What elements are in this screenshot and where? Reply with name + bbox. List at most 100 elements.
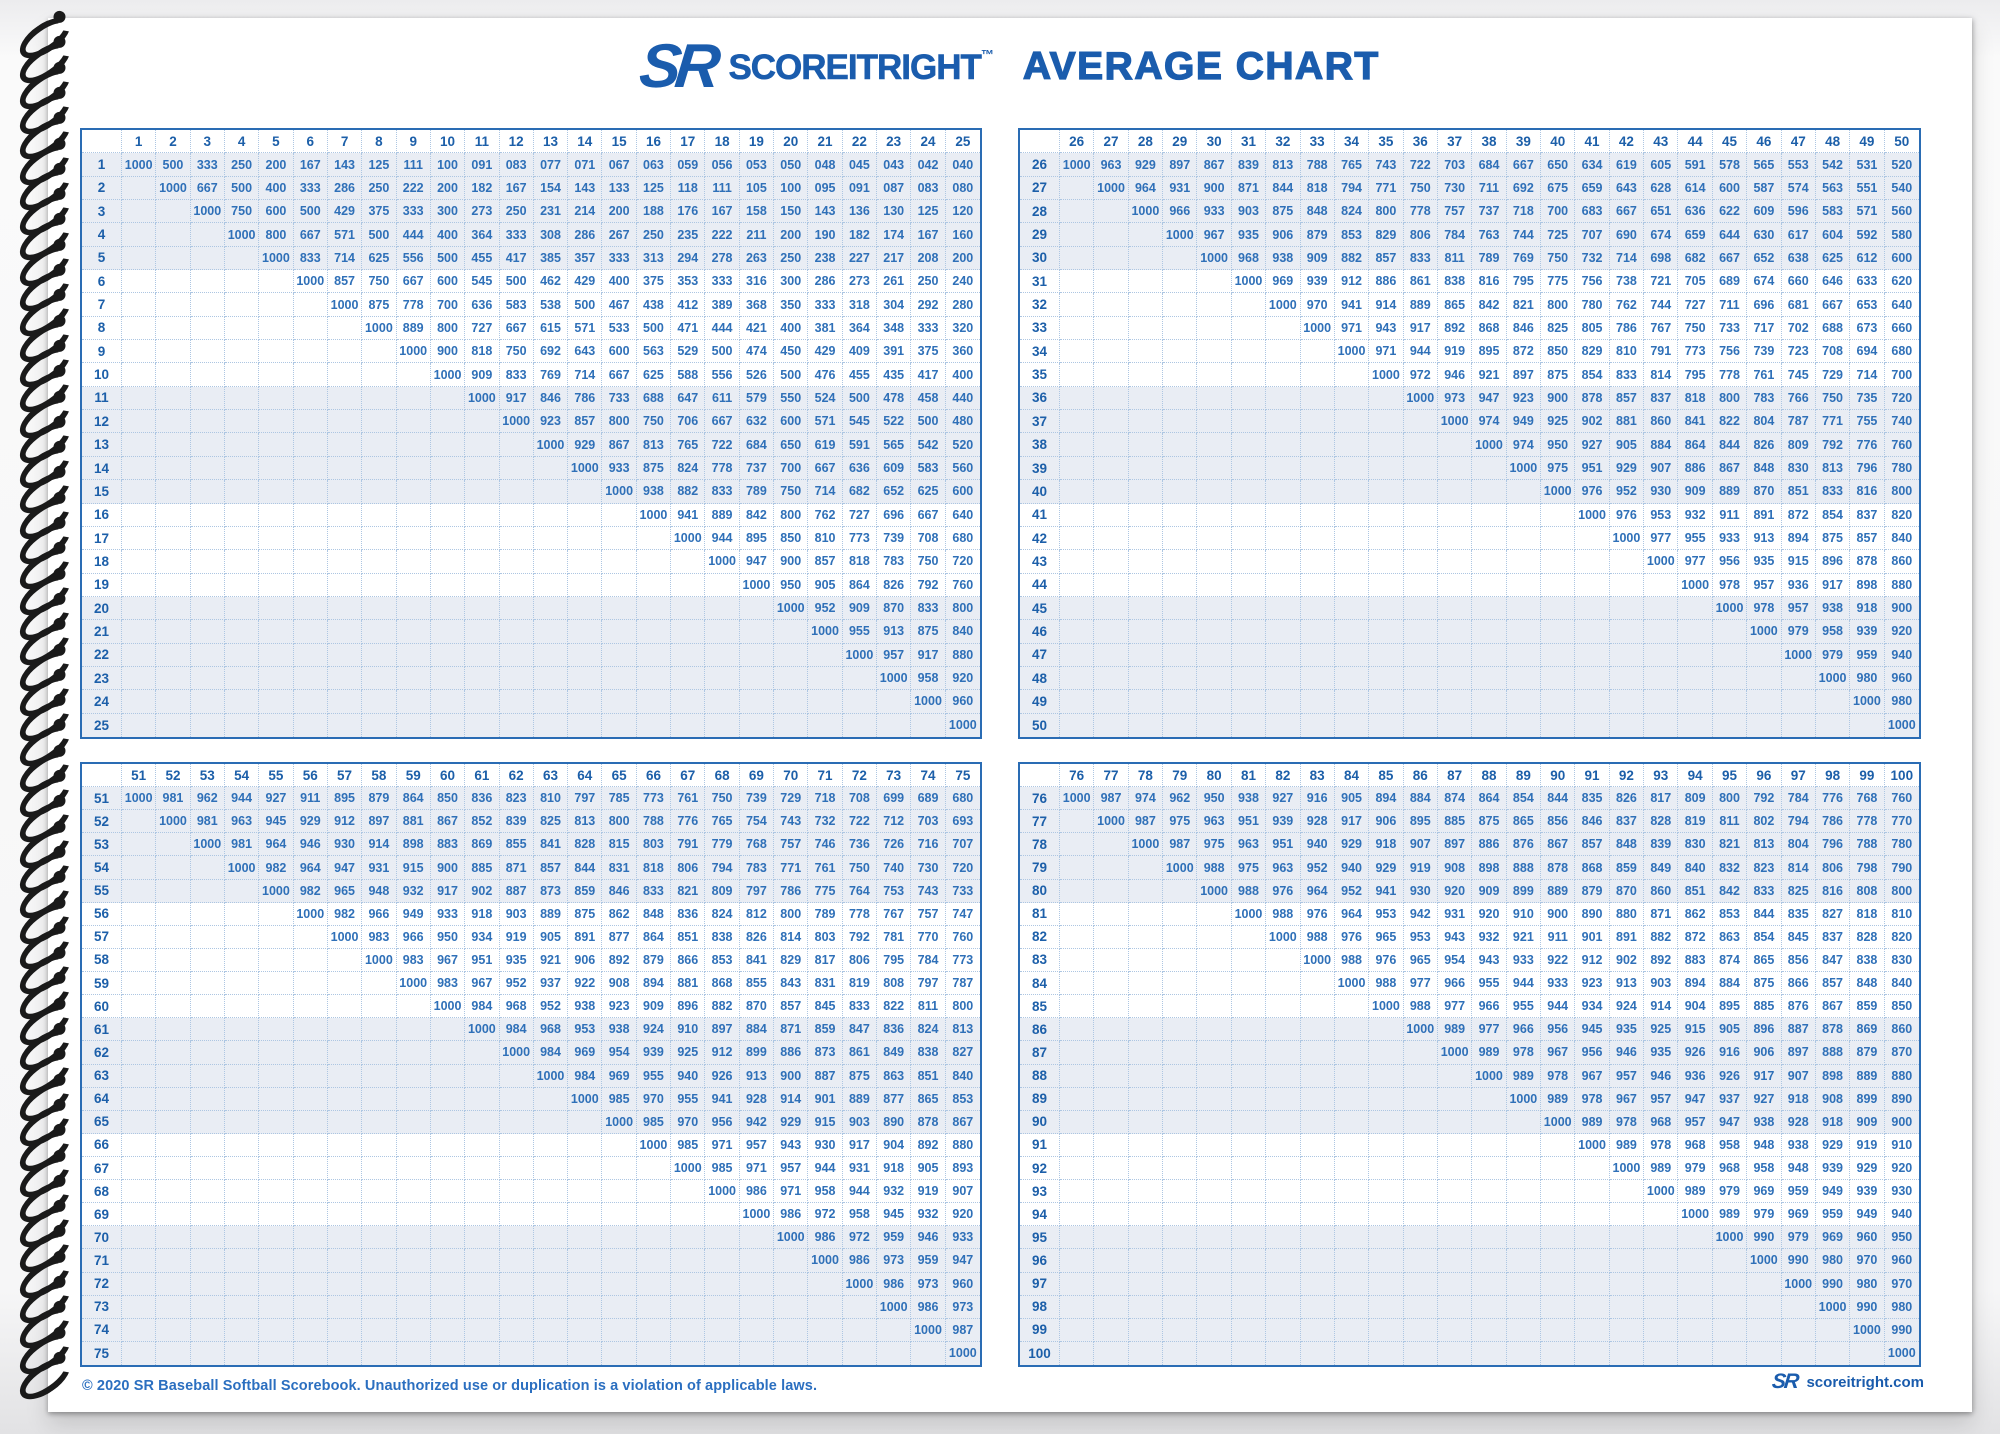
empty-cell xyxy=(1094,690,1129,714)
avg-value-cell: 844 xyxy=(1266,176,1301,201)
empty-cell xyxy=(224,293,260,317)
empty-cell xyxy=(1300,620,1335,644)
avg-value-cell: 747 xyxy=(945,903,980,926)
avg-value-cell: 1000 xyxy=(1815,666,1851,691)
empty-cell xyxy=(499,690,534,714)
avg-value-cell: 870 xyxy=(1747,480,1782,504)
empty-cell xyxy=(396,363,431,387)
avg-value-cell: 892 xyxy=(1644,948,1679,973)
avg-value-cell: 583 xyxy=(911,456,946,481)
avg-value-cell: 1000 xyxy=(1678,573,1713,597)
empty-cell xyxy=(1266,550,1301,574)
empty-cell xyxy=(1094,643,1129,667)
empty-cell xyxy=(156,856,191,880)
empty-cell xyxy=(533,1226,569,1250)
avg-value-cell: 805 xyxy=(1575,316,1610,341)
empty-cell xyxy=(1644,1272,1679,1296)
avg-value-cell: 903 xyxy=(1231,200,1267,224)
avg-value-cell: 667 xyxy=(602,363,637,387)
avg-value-cell: 400 xyxy=(430,223,466,247)
empty-cell xyxy=(1506,1249,1542,1273)
col-header-cell: 7 xyxy=(327,130,363,154)
avg-value-cell: 200 xyxy=(259,153,294,177)
empty-cell xyxy=(1403,410,1438,434)
avg-value-cell: 940 xyxy=(1884,643,1919,667)
avg-value-cell: 333 xyxy=(190,153,225,177)
empty-cell xyxy=(122,948,157,973)
empty-cell xyxy=(327,1087,363,1111)
empty-cell xyxy=(122,456,157,481)
empty-cell xyxy=(190,643,225,667)
empty-cell xyxy=(122,1318,157,1342)
empty-cell xyxy=(1128,925,1164,949)
avg-value-cell: 071 xyxy=(568,153,603,177)
empty-cell xyxy=(1060,456,1095,481)
empty-cell xyxy=(224,713,260,737)
empty-cell xyxy=(259,1272,294,1296)
empty-cell xyxy=(1369,526,1404,551)
avg-value-cell: 773 xyxy=(945,949,980,973)
empty-cell xyxy=(259,363,294,387)
avg-value-cell: 789 xyxy=(1472,246,1507,271)
empty-cell xyxy=(1403,1272,1438,1296)
empty-cell xyxy=(1300,643,1335,667)
avg-value-cell: 136 xyxy=(842,200,878,224)
avg-value-cell: 318 xyxy=(842,293,878,317)
empty-cell xyxy=(1094,596,1129,621)
avg-value-cell: 1000 xyxy=(1437,1041,1473,1065)
empty-cell xyxy=(327,503,363,527)
empty-cell xyxy=(1747,713,1782,737)
avg-value-cell: 077 xyxy=(533,153,569,177)
avg-value-cell: 730 xyxy=(911,856,946,880)
avg-value-cell: 667 xyxy=(190,176,225,201)
avg-value-cell: 930 xyxy=(1884,1180,1919,1204)
empty-cell xyxy=(533,1133,569,1157)
avg-value-cell: 920 xyxy=(945,666,980,691)
empty-cell xyxy=(705,1226,740,1250)
avg-value-cell: 660 xyxy=(1781,270,1816,294)
empty-cell xyxy=(224,925,260,949)
avg-value-cell: 931 xyxy=(1163,176,1198,201)
empty-cell xyxy=(1197,1018,1232,1042)
avg-value-cell: 947 xyxy=(1472,386,1507,411)
avg-value-cell: 417 xyxy=(911,363,946,387)
avg-value-cell: 438 xyxy=(636,293,672,317)
avg-value-cell: 811 xyxy=(1712,810,1748,834)
empty-cell xyxy=(259,596,294,621)
avg-value-cell: 982 xyxy=(259,856,294,880)
empty-cell xyxy=(1128,456,1164,481)
row-header-cell: 14 xyxy=(82,456,122,481)
row-header-cell: 59 xyxy=(82,972,122,996)
avg-value-cell: 829 xyxy=(1575,340,1610,364)
avg-value-cell: 720 xyxy=(1884,386,1919,411)
avg-value-cell: 890 xyxy=(1575,902,1610,926)
avg-value-cell: 619 xyxy=(808,433,843,457)
avg-value-cell: 739 xyxy=(739,787,775,811)
empty-cell xyxy=(1094,1341,1129,1365)
avg-value-cell: 375 xyxy=(636,270,672,294)
empty-cell xyxy=(602,1133,637,1157)
empty-cell xyxy=(224,340,260,364)
avg-value-cell: 083 xyxy=(911,176,946,201)
empty-cell xyxy=(705,1341,740,1365)
avg-value-cell: 788 xyxy=(1300,153,1335,177)
avg-value-cell: 818 xyxy=(1678,386,1713,411)
avg-value-cell: 980 xyxy=(1850,666,1885,691)
row-header-cell: 66 xyxy=(82,1133,122,1157)
avg-value-cell: 588 xyxy=(671,363,706,387)
empty-cell xyxy=(1128,316,1164,341)
empty-cell xyxy=(327,1133,363,1157)
avg-value-cell: 707 xyxy=(1575,223,1610,247)
empty-cell xyxy=(1300,713,1335,737)
avg-value-cell: 200 xyxy=(430,176,466,201)
empty-cell xyxy=(1369,690,1404,714)
avg-value-cell: 905 xyxy=(533,925,569,949)
avg-value-cell: 938 xyxy=(1231,787,1267,811)
avg-value-cell: 869 xyxy=(1850,1018,1885,1042)
avg-value-cell: 791 xyxy=(671,833,706,857)
avg-value-cell: 914 xyxy=(362,833,397,857)
empty-cell xyxy=(1128,1249,1164,1273)
avg-value-cell: 863 xyxy=(877,1064,912,1088)
avg-value-cell: 800 xyxy=(1541,293,1576,317)
empty-cell xyxy=(774,620,809,644)
